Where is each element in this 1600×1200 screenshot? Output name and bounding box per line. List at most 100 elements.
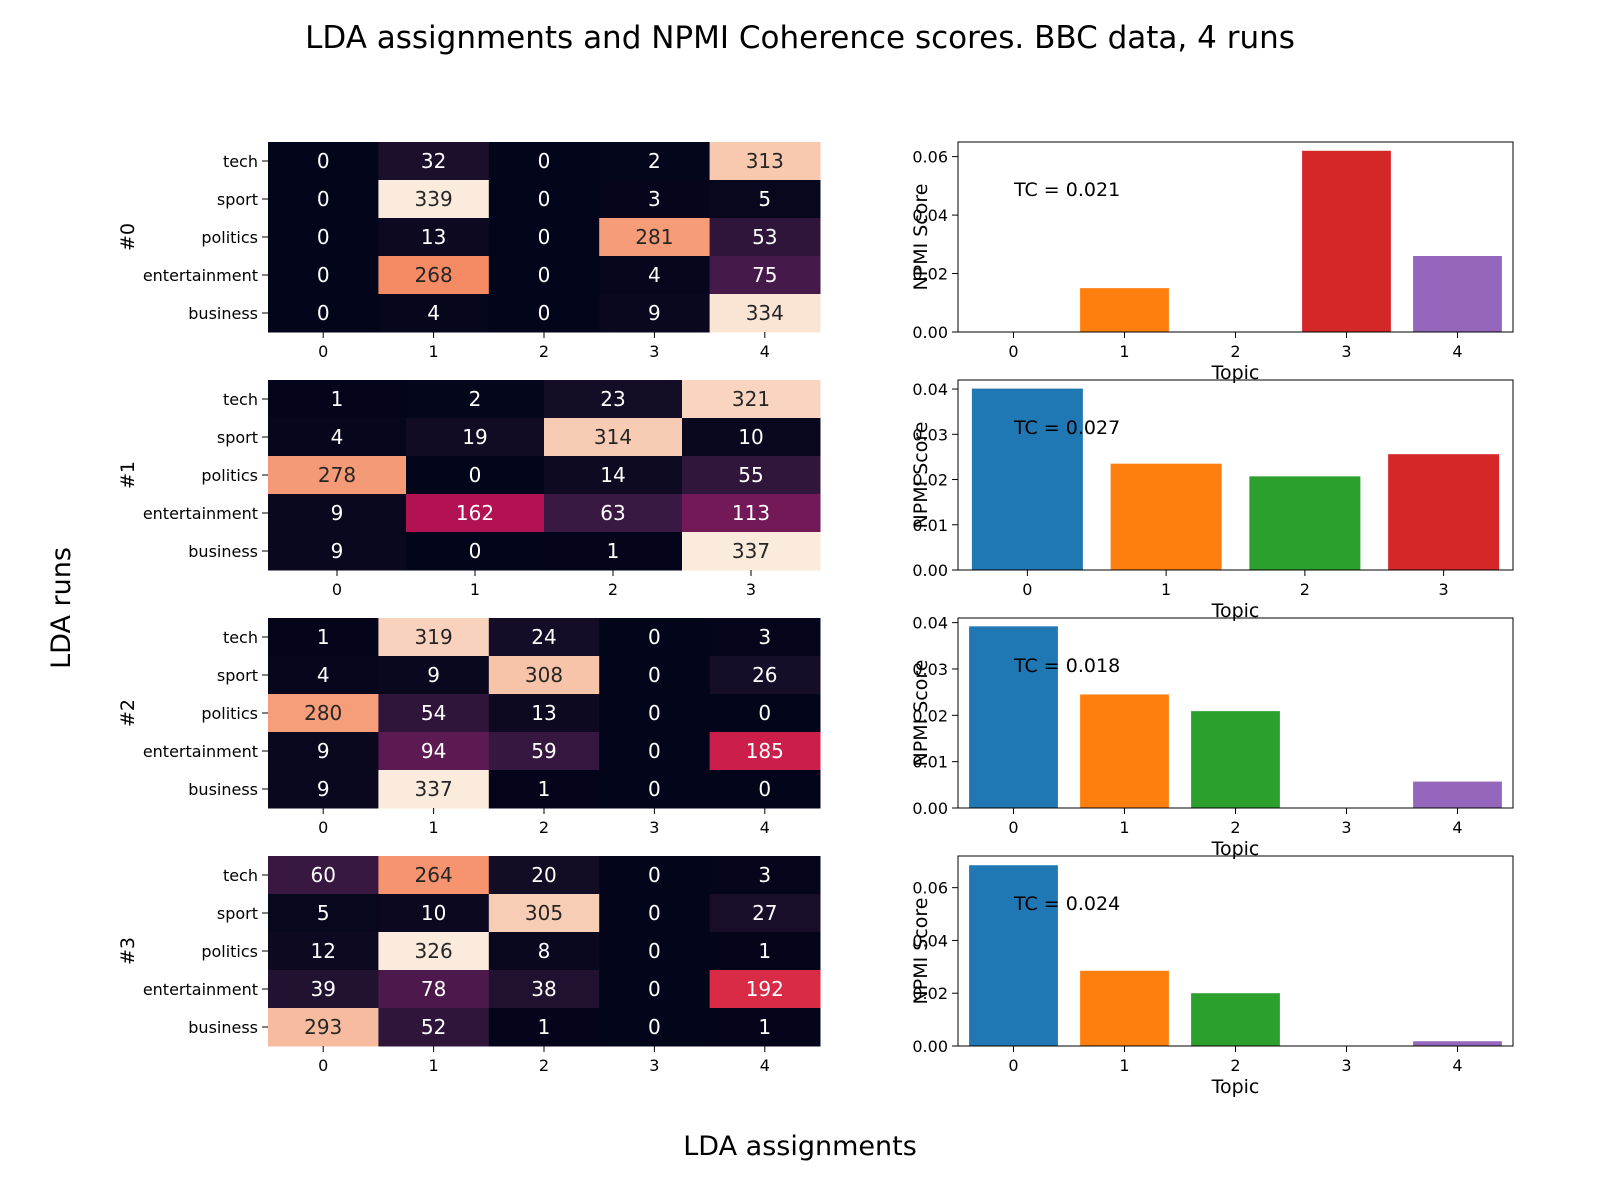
heatmap-cell-label: 162 [456,501,494,525]
bar-xlabel: Topic [1211,600,1260,622]
heatmap-cell-label: 0 [538,263,551,287]
heatmap-cell [544,418,683,457]
heatmap-cell-label: 337 [415,777,453,801]
heatmap-cell [268,218,379,257]
heatmap-col-label: 3 [649,342,659,361]
heatmap-cell-label: 24 [531,625,556,649]
heatmap-cell [599,656,711,695]
heatmap-cell-label: 313 [746,149,784,173]
bar-ytick-label: 0.02 [912,265,948,284]
heatmap-cell-label: 0 [648,1015,661,1039]
heatmap-row-label: tech [223,866,258,885]
heatmap-cell [709,894,821,933]
heatmap-cell-label: 14 [600,463,625,487]
bar-ytick-label: 0.02 [912,984,948,1003]
heatmap-cell-label: 314 [594,425,632,449]
heatmap-cell [682,456,821,495]
heatmap-cell [488,770,600,809]
heatmap-cell [488,856,600,895]
heatmap-cell-label: 55 [738,463,763,487]
heatmap-cell-label: 38 [531,977,556,1001]
heatmap-cell [599,932,711,971]
heatmap-cell-label: 185 [746,739,784,763]
heatmap-cell-label: 60 [310,863,335,887]
heatmap-cell [378,656,490,695]
bar-ytick-label: 0.02 [912,706,948,725]
heatmap-cell [378,694,490,733]
heatmap-cell [709,770,821,809]
heatmap-cell [682,494,821,533]
heatmap-cell-label: 75 [752,263,777,287]
heatmap-cell-label: 4 [331,425,344,449]
heatmap-cell [709,932,821,971]
heatmap-cell [268,656,379,695]
heatmap-cell-label: 27 [752,901,777,925]
heatmap-cell [599,218,711,257]
heatmap-cell [488,932,600,971]
heatmap-cell [378,142,490,181]
heatmap-cell-label: 192 [746,977,784,1001]
heatmap-row-label: sport [217,904,258,923]
heatmap-cell [599,732,711,771]
heatmap-cell [488,1008,600,1047]
bar-xtick-label: 0 [1008,1056,1018,1075]
heatmap-row-label: entertainment [143,504,258,523]
heatmap-cell-label: 12 [310,939,335,963]
heatmap-col-label: 1 [429,1056,439,1075]
heatmap-row-label: sport [217,190,258,209]
heatmap-cell-label: 39 [310,977,335,1001]
npmi-bar-chart-run-2: 0 1 2 3 4 0.00 0.01 0.02 0.03 0.04 Topic NPMI Score… [910,614,1514,860]
heatmap-cell-label: 10 [738,425,763,449]
run-label: #3 [117,937,139,965]
bar-ytick-label: 0.00 [912,799,948,818]
heatmap-cell [268,856,379,895]
heatmap-cell [599,894,711,933]
heatmap-row-label: politics [201,466,258,485]
heatmap-cell-label: 19 [462,425,487,449]
heatmap-cell-label: 63 [600,501,625,525]
heatmap-cell [268,142,379,181]
heatmap-cell [599,694,711,733]
heatmap-cell [709,732,821,771]
heatmap-cell [544,380,683,419]
heatmap-cell [406,494,545,533]
heatmap-cell-label: 0 [469,463,482,487]
bar-xtick-label: 3 [1341,1056,1351,1075]
heatmap-col-label: 1 [470,580,480,599]
npmi-bar [1080,288,1169,332]
bar-ytick-label: 0.04 [912,614,948,633]
heatmap-col-label: 0 [318,1056,328,1075]
npmi-bar [1080,970,1169,1046]
heatmap-cell-label: 1 [331,387,344,411]
heatmap-cell [378,770,490,809]
heatmap-cell [599,180,711,219]
heatmap-cell [709,656,821,695]
heatmap-cell [406,380,545,419]
heatmap-row-label: tech [223,628,258,647]
bar-xtick-label: 2 [1230,1056,1240,1075]
heatmap-cell [709,694,821,733]
tc-annotation: TC = 0.027 [1013,417,1120,439]
heatmap-cell-label: 54 [421,701,446,725]
bar-xtick-label: 1 [1161,580,1171,599]
heatmap-cell [599,256,711,295]
bar-xlabel: Topic [1211,838,1260,860]
heatmap-cell [268,380,407,419]
bar-ytick-label: 0.00 [912,323,948,342]
heatmap-cell-label: 0 [648,663,661,687]
heatmap-cell-label: 278 [318,463,356,487]
heatmap-cell-label: 4 [648,263,661,287]
heatmap-cell-label: 26 [752,663,777,687]
heatmap-cell [544,456,683,495]
heatmap-row-label: politics [201,942,258,961]
heatmap-cell-label: 334 [746,301,784,325]
heatmap-cell [709,1008,821,1047]
heatmap-cell-label: 3 [758,625,771,649]
heatmap-cell [268,294,379,333]
heatmap-cell [268,970,379,1009]
heatmap-row-label: sport [217,666,258,685]
run-label: #1 [117,461,139,489]
heatmap-cell-label: 280 [304,701,342,725]
